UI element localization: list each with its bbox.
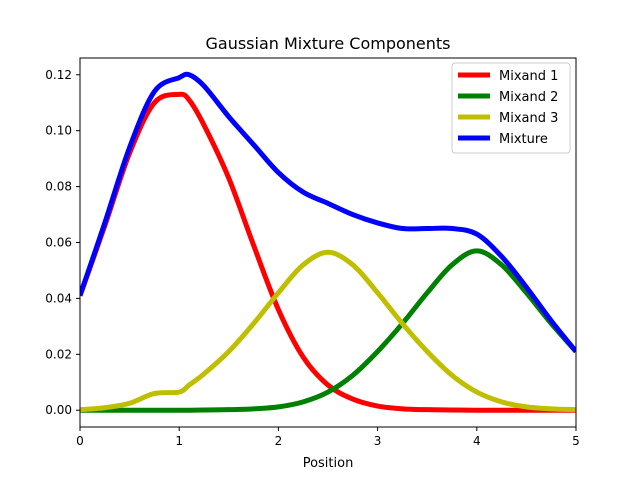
y-axis: 0.00 0.02 0.04 0.06 0.08 0.10 0.12 [45,68,80,417]
y-tick-label: 0.12 [45,68,72,82]
y-tick-label: 0.08 [45,180,72,194]
y-tick-label: 0.02 [45,347,72,361]
legend-label: Mixand 2 [499,90,558,105]
series-line-4 [80,71,576,354]
legend-box [451,62,571,154]
series-line-2 [80,248,576,413]
legend: Mixand 1 Mixand 2 Mixand 3 Mixture [451,62,571,154]
series-layer [80,71,576,413]
y-tick-label: 0.04 [45,291,72,305]
x-tick-label: 4 [473,434,481,448]
series-line-3 [80,249,576,413]
x-tick-label: 5 [572,434,580,448]
series-line-1 [80,91,576,413]
x-axis: 0 1 2 3 4 5 [76,427,580,448]
x-tick-label: 3 [374,434,382,448]
x-axis-label: Position [303,456,354,471]
legend-label: Mixture [499,132,548,147]
x-tick-label: 0 [76,434,84,448]
x-tick-label: 1 [175,434,183,448]
chart-title: Gaussian Mixture Components [205,34,450,53]
legend-label: Mixand 1 [499,69,558,84]
legend-label: Mixand 3 [499,111,558,126]
x-tick-label: 2 [275,434,283,448]
y-tick-label: 0.00 [45,403,72,417]
y-tick-label: 0.06 [45,236,72,250]
y-tick-label: 0.10 [45,124,72,138]
